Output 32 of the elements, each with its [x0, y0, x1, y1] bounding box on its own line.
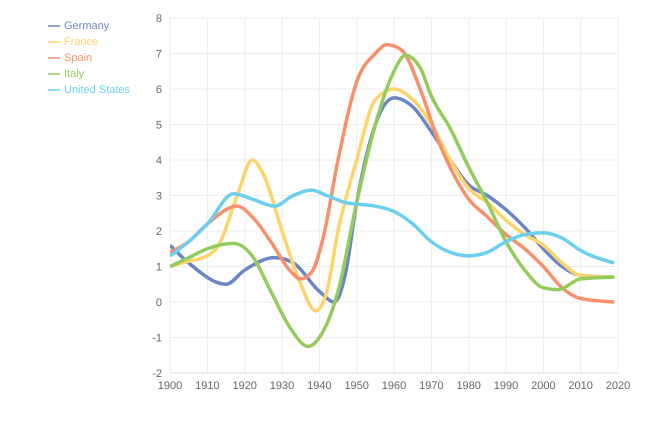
y-tick-label: -2 — [152, 368, 162, 380]
y-tick-label: 7 — [156, 48, 162, 60]
y-tick-label: 1 — [156, 261, 162, 274]
y-tick-label: 2 — [156, 226, 162, 238]
y-tick-label: -1 — [152, 332, 162, 344]
legend-label: United States — [64, 84, 130, 96]
line-series — [170, 42, 616, 304]
x-tick-label: 1970 — [419, 380, 444, 392]
x-tick-label: 1990 — [494, 380, 518, 392]
y-tick-label: 4 — [156, 154, 162, 167]
y-tick-label: 6 — [156, 84, 162, 96]
x-tick-label: 2000 — [531, 380, 556, 392]
legend-label: Italy — [64, 68, 84, 80]
y-tick-label: 3 — [156, 190, 162, 202]
y-tick-label: 5 — [156, 119, 162, 132]
x-tick-label: 2010 — [568, 380, 593, 392]
x-tick-label: 1980 — [456, 380, 481, 392]
x-tick-label: 1950 — [344, 380, 369, 392]
x-tick-label: 1900 — [158, 380, 182, 392]
x-tick-label: 1940 — [307, 380, 332, 392]
x-tick-label: 1930 — [270, 380, 294, 392]
legend-label: Spain — [64, 52, 92, 64]
legend-label: Germany — [64, 20, 110, 32]
line-series — [170, 54, 616, 348]
y-tick-label: 0 — [156, 296, 162, 309]
line-series — [170, 188, 616, 265]
legend-label: France — [64, 36, 98, 48]
x-tick-label: 2020 — [606, 380, 630, 392]
x-tick-label: 1920 — [232, 380, 257, 392]
y-tick-label: 8 — [156, 12, 162, 25]
x-tick-label: 1960 — [382, 380, 406, 392]
x-tick-label: 1910 — [195, 380, 220, 392]
